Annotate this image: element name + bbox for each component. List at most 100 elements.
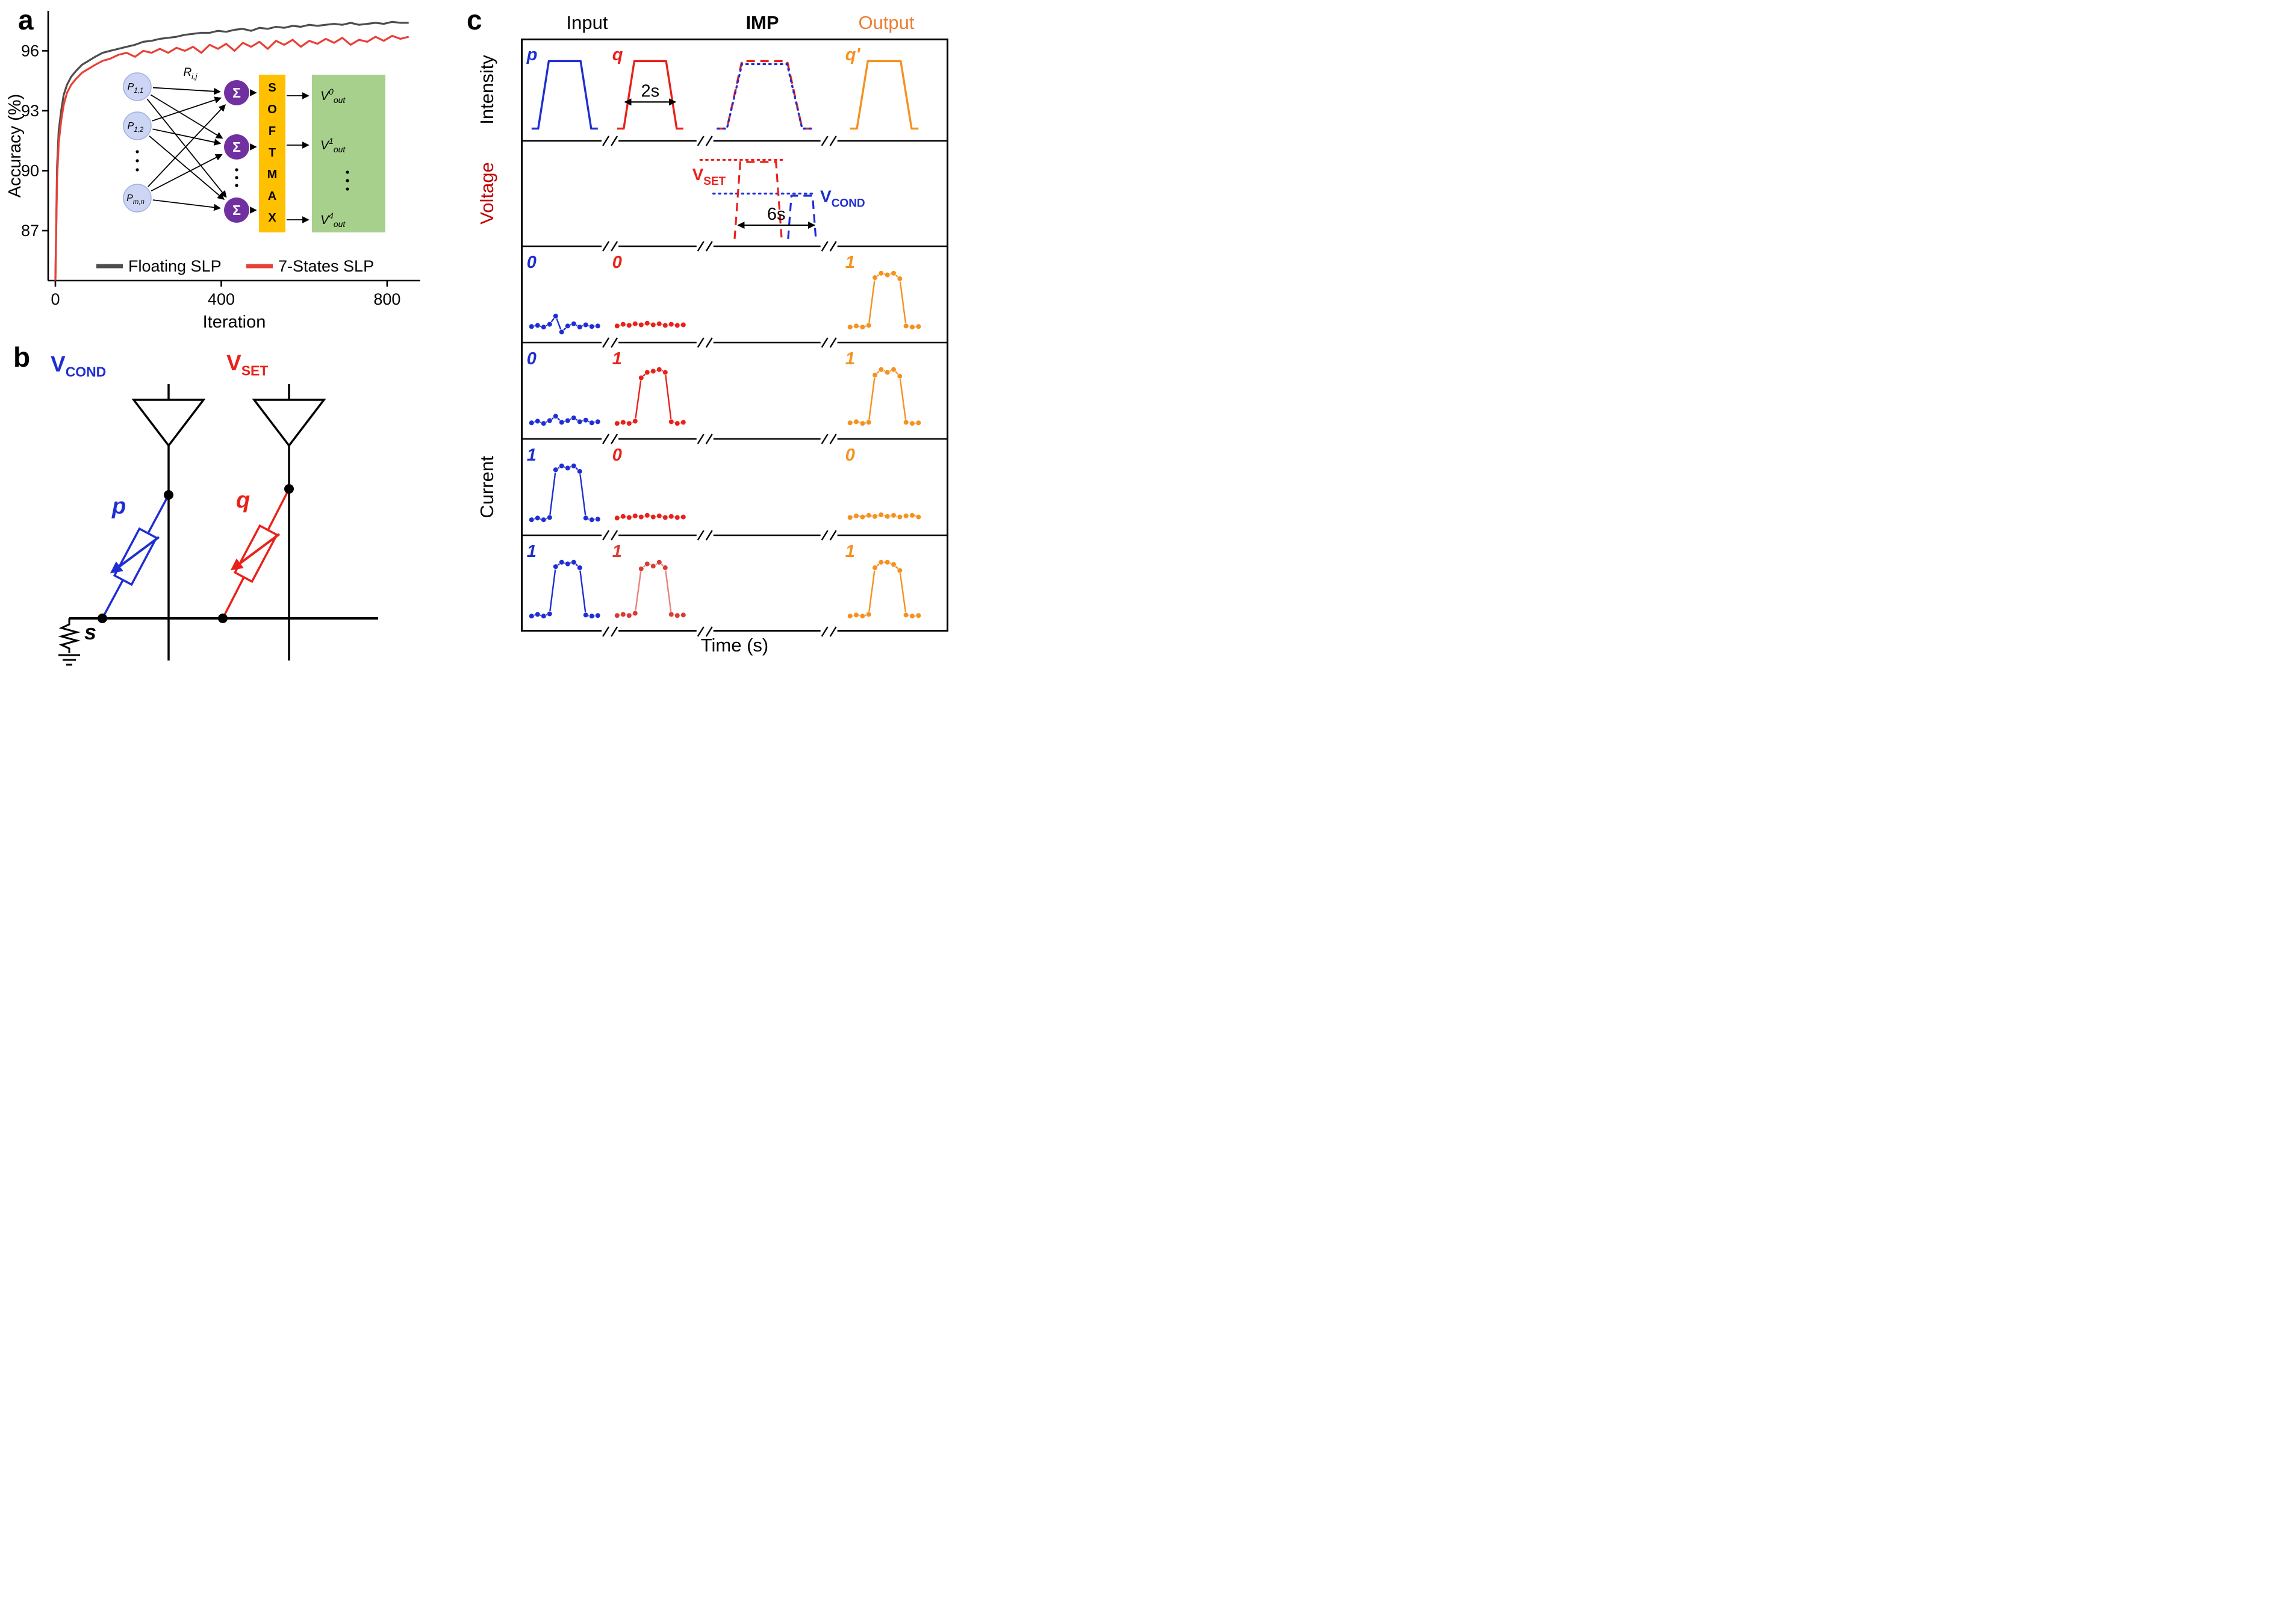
data-marker	[620, 321, 626, 328]
vcond-label: VCOND	[51, 352, 107, 380]
data-marker	[559, 329, 565, 335]
data-marker	[656, 512, 662, 519]
data-marker	[552, 564, 559, 570]
data-marker	[915, 420, 922, 426]
level-label: VSET	[692, 165, 726, 188]
data-marker	[865, 419, 872, 426]
data-marker	[644, 561, 650, 567]
svg-text:Σ: Σ	[232, 85, 241, 101]
axis-break	[611, 626, 618, 637]
data-marker	[872, 565, 878, 571]
trace-label: 1	[527, 446, 537, 465]
data-marker	[891, 270, 897, 276]
svg-text:X: X	[268, 211, 276, 225]
trace-label: q'	[845, 45, 861, 64]
data-marker	[656, 559, 662, 565]
trace-pulse	[717, 60, 812, 130]
data-marker	[638, 322, 644, 328]
axis-break	[602, 434, 610, 444]
junction-dot	[164, 490, 173, 500]
current-trace	[617, 368, 684, 424]
axis-break	[697, 434, 705, 444]
data-marker	[662, 322, 668, 329]
data-marker	[891, 512, 897, 518]
svg-text:800: 800	[373, 290, 400, 308]
header-imp: IMP	[745, 12, 779, 33]
data-marker	[638, 565, 644, 572]
data-marker	[577, 468, 583, 474]
data-marker	[644, 320, 650, 326]
panel-a-label: a	[18, 4, 34, 36]
data-marker	[859, 324, 866, 331]
current-trace	[850, 561, 919, 617]
data-marker	[583, 322, 589, 328]
data-marker	[571, 320, 577, 327]
data-marker	[540, 324, 547, 331]
data-marker	[903, 512, 909, 519]
data-marker	[644, 369, 650, 376]
data-marker	[620, 419, 626, 426]
input-node	[123, 111, 152, 140]
data-marker	[872, 275, 878, 281]
data-marker	[915, 612, 922, 619]
data-marker	[626, 322, 632, 329]
data-marker	[680, 419, 686, 426]
data-marker	[909, 324, 915, 331]
y-axis-title: Accuracy (%)	[6, 94, 25, 197]
trace-label: 1	[612, 349, 622, 368]
data-marker	[853, 512, 859, 519]
data-marker	[614, 612, 620, 619]
voltage-pulse	[787, 194, 817, 239]
data-marker	[583, 612, 589, 618]
ellipsis-dot	[346, 187, 349, 191]
data-marker	[674, 514, 680, 521]
data-marker	[589, 517, 595, 523]
svg-text:Σ: Σ	[232, 139, 241, 155]
svg-text:400: 400	[208, 290, 235, 308]
svg-text:O: O	[267, 103, 277, 116]
ellipsis-dot	[135, 159, 139, 163]
data-marker	[884, 369, 891, 376]
data-marker	[565, 417, 571, 424]
panel-c-waveforms: c Input IMP Output Intensity Voltage Cur…	[467, 2, 957, 672]
data-marker	[903, 612, 909, 618]
data-marker	[626, 514, 632, 521]
data-marker	[859, 514, 866, 520]
waveform-plot-area: p 2s q q' VSET VCOND 6s 0 0 1 0 1 1 1 0 0 1 1 1	[521, 39, 948, 637]
data-marker	[614, 420, 620, 426]
data-marker	[559, 419, 565, 426]
axis-break	[821, 434, 829, 444]
ellipsis-dot	[235, 176, 238, 179]
data-marker	[853, 323, 859, 329]
data-marker	[865, 611, 872, 618]
data-marker	[865, 512, 872, 518]
axis-break	[821, 530, 829, 541]
data-marker	[614, 515, 620, 521]
level-label: VCOND	[820, 187, 865, 210]
ellipsis-dot	[346, 170, 349, 174]
data-marker	[546, 611, 553, 617]
data-marker	[891, 366, 897, 373]
junction-dot	[218, 614, 228, 623]
axis-break	[705, 337, 713, 348]
data-marker	[528, 613, 535, 619]
width-annotation: 2s	[641, 81, 659, 101]
input-node	[123, 184, 152, 213]
axis-break	[611, 241, 618, 252]
axis-break	[829, 135, 837, 146]
data-marker	[614, 323, 620, 329]
data-marker	[632, 512, 638, 519]
data-marker	[565, 465, 571, 471]
axis-break	[821, 241, 829, 252]
grid-frame	[521, 39, 948, 632]
data-marker	[897, 514, 903, 520]
data-marker	[650, 368, 656, 375]
data-marker	[847, 324, 853, 331]
data-marker	[577, 418, 583, 425]
trace-label: 0	[527, 349, 537, 368]
trace-label: 0	[612, 253, 622, 272]
axis-break	[705, 135, 713, 146]
data-marker	[897, 276, 903, 282]
data-marker	[662, 514, 668, 521]
axis-break	[829, 241, 837, 252]
